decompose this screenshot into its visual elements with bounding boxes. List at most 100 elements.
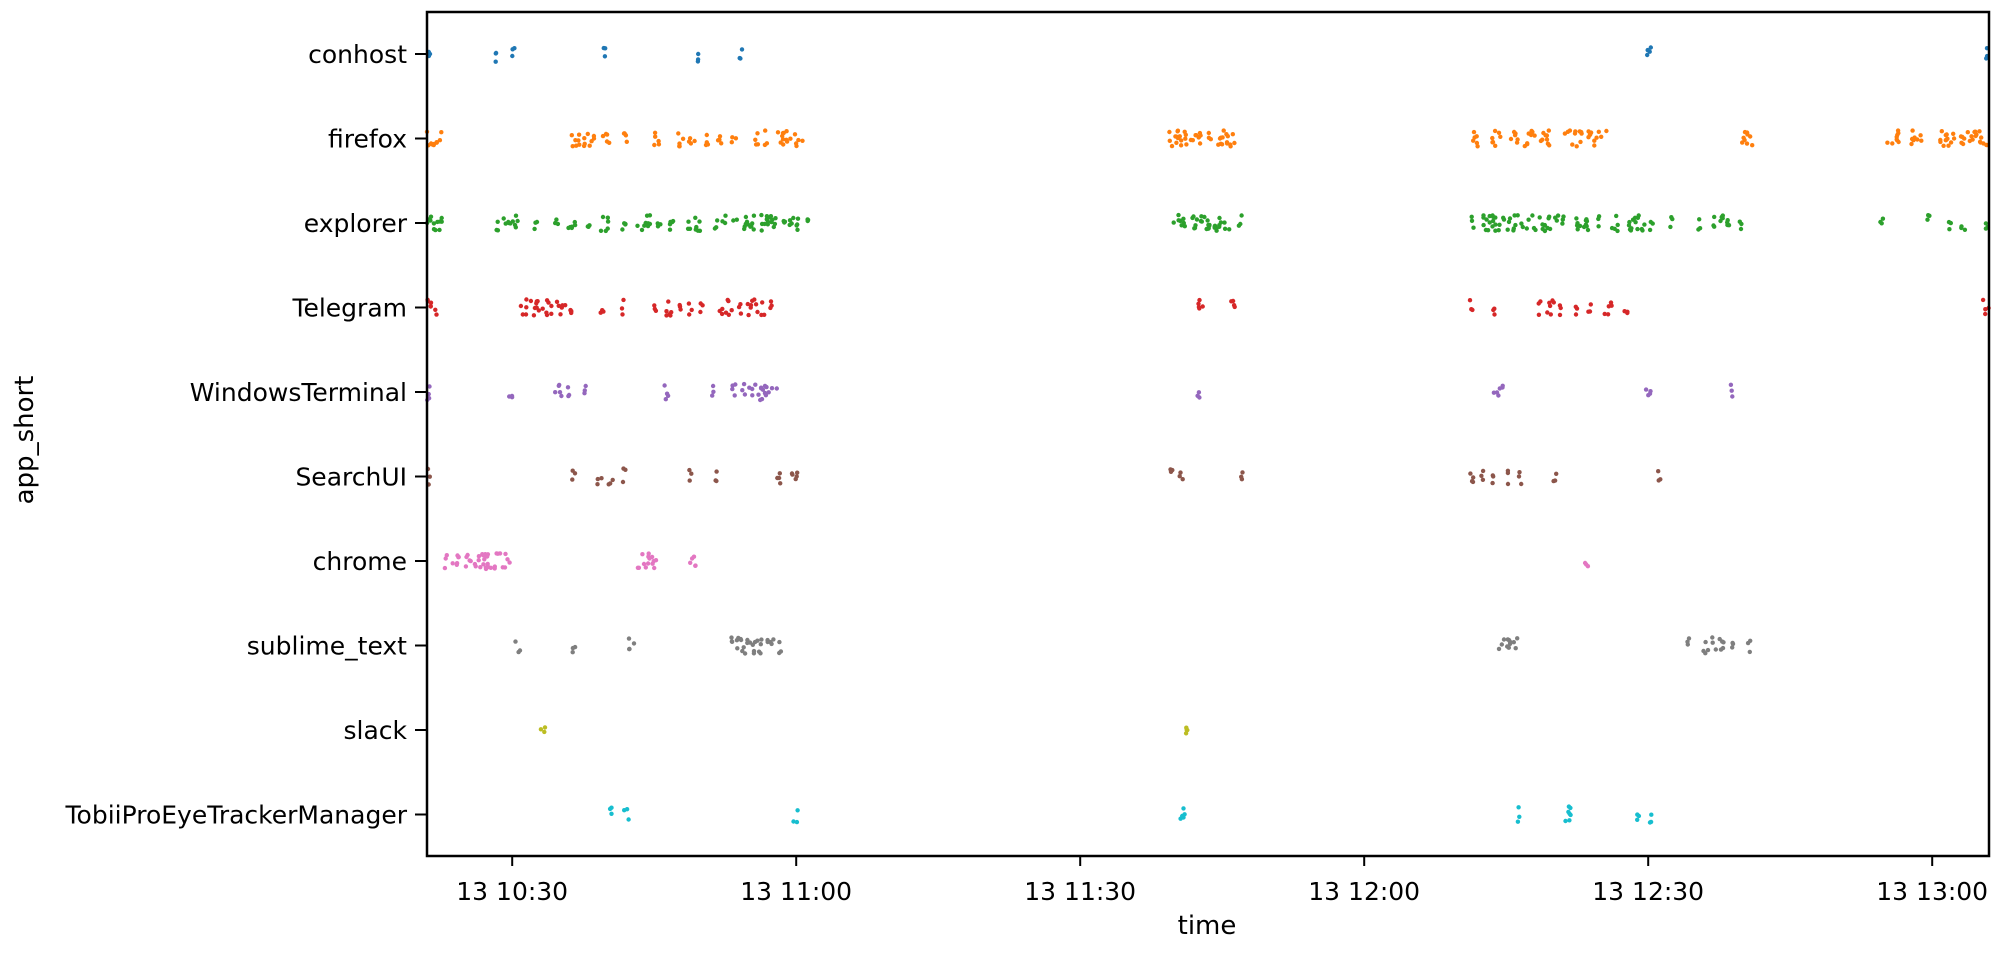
data-point <box>621 297 626 303</box>
data-point <box>505 557 510 562</box>
data-point <box>1926 213 1931 218</box>
data-point <box>1496 130 1502 135</box>
data-point <box>486 564 491 570</box>
data-point <box>1730 640 1735 646</box>
data-point <box>1670 216 1675 222</box>
data-point <box>746 312 751 318</box>
x-tick-label: 13 11:00 <box>740 877 852 906</box>
data-point <box>698 309 703 315</box>
data-point <box>1958 134 1964 139</box>
data-point <box>1167 129 1172 135</box>
data-point <box>776 475 782 481</box>
data-point <box>532 305 538 311</box>
data-point <box>1193 133 1198 138</box>
data-point <box>756 392 761 397</box>
data-point <box>1701 648 1706 654</box>
data-point <box>443 556 448 561</box>
data-point <box>570 650 575 655</box>
data-point <box>1540 222 1545 227</box>
data-point <box>433 307 438 312</box>
data-point <box>1980 297 1986 303</box>
data-point <box>1471 138 1476 143</box>
data-point <box>531 313 537 318</box>
data-point <box>512 222 518 228</box>
data-point <box>497 551 503 556</box>
data-point <box>1540 226 1545 232</box>
data-point <box>753 382 758 387</box>
data-point <box>780 130 786 136</box>
data-point <box>1511 640 1517 645</box>
data-point <box>1178 470 1183 475</box>
data-point <box>664 313 669 318</box>
data-point <box>554 217 559 222</box>
data-point <box>427 384 432 389</box>
data-point <box>1196 304 1202 310</box>
data-point <box>631 641 637 646</box>
data-point <box>753 302 759 307</box>
data-point <box>758 642 763 647</box>
data-point <box>734 217 739 222</box>
data-point <box>1728 382 1734 387</box>
data-point <box>602 54 608 59</box>
data-point <box>1197 297 1202 303</box>
y-axis: conhost firefox explorer Telegram WindowsTer… <box>65 40 427 830</box>
data-point <box>1492 128 1498 134</box>
data-point <box>610 477 615 483</box>
data-point <box>1738 226 1744 232</box>
data-point <box>670 219 675 225</box>
data-point <box>729 308 734 313</box>
data-point <box>1584 219 1590 224</box>
data-point <box>1512 213 1517 218</box>
data-point <box>585 224 590 229</box>
data-point <box>1191 214 1196 219</box>
data-point <box>763 393 769 398</box>
data-point <box>687 136 693 141</box>
data-point <box>1608 300 1614 305</box>
data-point <box>1515 213 1520 218</box>
data-point <box>494 551 499 556</box>
data-point <box>439 215 444 221</box>
data-point <box>759 221 765 227</box>
y-tick-label: SearchUI <box>295 463 407 492</box>
data-point <box>750 221 755 226</box>
data-point <box>1972 129 1977 135</box>
data-point <box>510 219 515 224</box>
data-point <box>652 130 658 135</box>
data-point <box>687 467 692 473</box>
data-point <box>1505 468 1511 473</box>
data-point <box>770 217 775 222</box>
data-point <box>662 383 667 388</box>
data-point <box>1222 226 1228 231</box>
data-point <box>1636 213 1641 218</box>
data-point <box>742 651 748 656</box>
data-point <box>1484 217 1489 222</box>
data-point <box>1239 474 1244 479</box>
data-point <box>1718 218 1723 224</box>
data-point <box>1180 813 1185 819</box>
data-point <box>1236 223 1242 228</box>
data-point <box>1494 390 1500 395</box>
data-point <box>774 386 779 391</box>
data-point <box>595 476 600 482</box>
data-point <box>1176 212 1181 218</box>
data-point <box>620 312 625 317</box>
data-point <box>753 142 759 147</box>
data-point <box>595 482 600 487</box>
y-tick-label: conhost <box>308 40 407 69</box>
data-point <box>528 298 534 304</box>
data-point <box>1647 391 1653 396</box>
data-point <box>676 131 681 136</box>
data-point <box>1615 228 1620 234</box>
data-point <box>1573 304 1579 309</box>
data-point <box>726 312 731 317</box>
data-point <box>1640 228 1645 233</box>
data-point <box>493 59 498 64</box>
data-point <box>1194 217 1200 222</box>
data-point <box>1505 227 1510 232</box>
data-point <box>1582 560 1588 566</box>
data-point <box>768 214 774 219</box>
data-point <box>726 298 731 304</box>
data-point <box>1938 137 1943 143</box>
y-tick-label: slack <box>343 716 407 745</box>
data-point <box>1721 640 1726 645</box>
